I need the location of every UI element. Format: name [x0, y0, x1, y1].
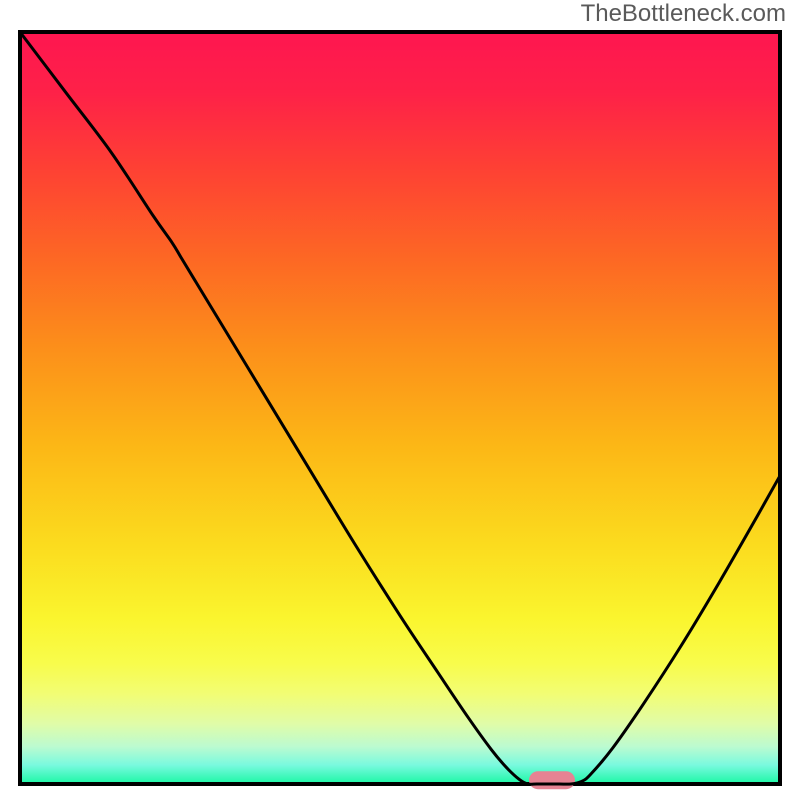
chart-container: TheBottleneck.com: [0, 0, 800, 800]
optimal-marker: [529, 771, 575, 789]
watermark-text: TheBottleneck.com: [581, 0, 786, 28]
bottleneck-curve-chart: [0, 0, 800, 800]
